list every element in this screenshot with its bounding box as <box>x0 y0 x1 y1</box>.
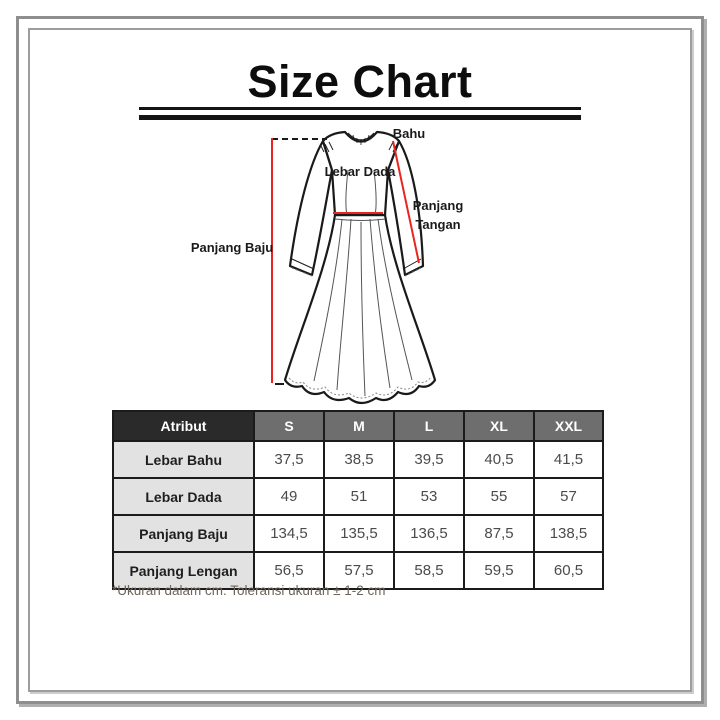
title-divider <box>139 107 581 120</box>
left-sleeve <box>288 139 334 277</box>
value-cell: 41,5 <box>533 440 604 479</box>
value-cell: 51 <box>323 477 395 516</box>
footnote: *Ukuran dalam cm. Toleransi ukuran ± 1-2… <box>112 583 386 598</box>
table-row: Lebar Dada 49 51 53 55 57 <box>112 477 604 516</box>
value-cell: 134,5 <box>253 514 325 553</box>
value-cell: 87,5 <box>463 514 535 553</box>
value-cell: 135,5 <box>323 514 395 553</box>
size-table: Atribut S M L XL XXL Lebar Bahu 37,5 38,… <box>112 410 604 590</box>
label-panjang-tangan-line1: Panjang <box>412 198 464 213</box>
value-cell: 57,5 <box>323 551 395 590</box>
dress-diagram <box>271 130 437 405</box>
column-header-l: L <box>393 410 465 442</box>
value-cell: 37,5 <box>253 440 325 479</box>
page-title: Size Chart <box>247 56 473 107</box>
value-cell: 38,5 <box>323 440 395 479</box>
value-cell: 138,5 <box>533 514 604 553</box>
value-cell: 53 <box>393 477 465 516</box>
label-bahu: Bahu <box>392 126 426 141</box>
column-header-xxl: XXL <box>533 410 604 442</box>
column-header-atribut: Atribut <box>112 410 255 442</box>
attribute-cell: Panjang Lengan <box>112 551 255 590</box>
value-cell: 39,5 <box>393 440 465 479</box>
value-cell: 59,5 <box>463 551 535 590</box>
label-lebar-dada: Lebar Dada <box>324 164 396 179</box>
skirt <box>283 213 437 405</box>
panjang-tangan-measure-line <box>392 140 420 264</box>
inner-frame-border <box>28 28 692 692</box>
value-cell: 40,5 <box>463 440 535 479</box>
table-header-row: Atribut S M L XL XXL <box>112 410 604 442</box>
attribute-cell: Lebar Bahu <box>112 440 255 479</box>
table-row: Panjang Lengan 56,5 57,5 58,5 59,5 60,5 <box>112 551 604 590</box>
value-cell: 60,5 <box>533 551 604 590</box>
value-cell: 136,5 <box>393 514 465 553</box>
table-row: Lebar Bahu 37,5 38,5 39,5 40,5 41,5 <box>112 440 604 479</box>
value-cell: 55 <box>463 477 535 516</box>
attribute-cell: Panjang Baju <box>112 514 255 553</box>
column-header-m: M <box>323 410 395 442</box>
bodice <box>321 130 401 217</box>
value-cell: 57 <box>533 477 604 516</box>
value-cell: 56,5 <box>253 551 325 590</box>
label-panjang-tangan-line2: Tangan <box>415 217 461 232</box>
value-cell: 49 <box>253 477 325 516</box>
label-panjang-tangan: Panjang Tangan <box>403 196 473 234</box>
label-panjang-baju: Panjang Baju <box>190 240 274 255</box>
value-cell: 58,5 <box>393 551 465 590</box>
table-row: Panjang Baju 134,5 135,5 136,5 87,5 138,… <box>112 514 604 553</box>
column-header-xl: XL <box>463 410 535 442</box>
outer-frame-border <box>16 16 704 704</box>
column-header-s: S <box>253 410 325 442</box>
attribute-cell: Lebar Dada <box>112 477 255 516</box>
